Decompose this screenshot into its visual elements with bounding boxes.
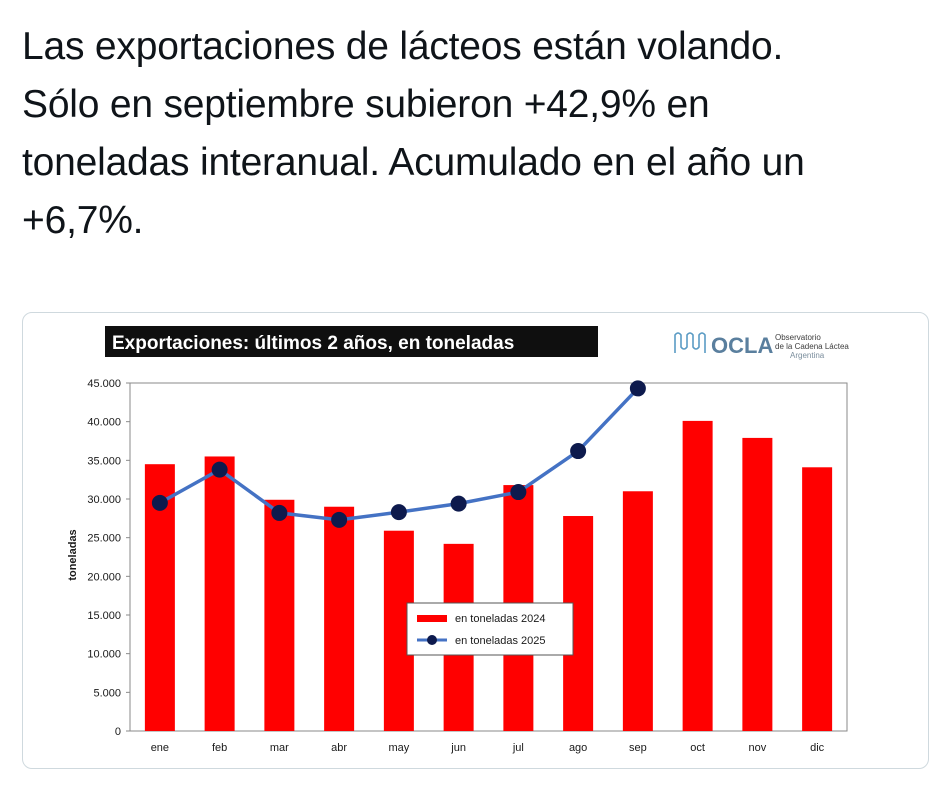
y-tick-label: 10.000	[87, 649, 121, 661]
point-2025-jul	[510, 484, 527, 501]
y-tick-label: 15.000	[87, 610, 121, 622]
bar-2024-oct	[682, 420, 713, 731]
y-tick-label: 20.000	[87, 571, 121, 583]
tweet-line: Las exportaciones de lácteos están volan…	[22, 25, 784, 68]
x-tick-label: ene	[151, 742, 169, 754]
x-tick-label: nov	[749, 742, 767, 754]
logo-line1: Observatorio	[775, 333, 821, 342]
legend: en toneladas 2024 en toneladas 2025	[406, 602, 574, 656]
y-tick-label: 30.000	[87, 494, 121, 506]
bar-2024-dic	[802, 467, 833, 731]
y-tick-label: 35.000	[87, 455, 121, 467]
ocla-logo: OCLA Observatorio de la Cadena Láctea Ar…	[674, 332, 849, 360]
bar-2024-abr	[324, 506, 355, 731]
logo-line3: Argentina	[790, 351, 825, 360]
tweet-line: +6,7%.	[22, 199, 144, 242]
legend-marker-2025	[427, 635, 437, 645]
y-tick-label: 5.000	[93, 687, 121, 699]
x-tick-label: dic	[810, 742, 825, 754]
bar-2024-sep	[622, 491, 653, 731]
wave-icon	[674, 332, 706, 353]
x-tick-label: jul	[512, 742, 524, 754]
plot-area	[129, 382, 848, 732]
x-tick-label: ago	[569, 742, 587, 754]
x-tick-label: feb	[212, 742, 227, 754]
legend-box	[406, 602, 574, 656]
bar-2024-feb	[204, 456, 235, 731]
tweet-line: toneladas interanual. Acumulado en el añ…	[22, 141, 805, 184]
point-2025-ago	[570, 443, 587, 460]
export-chart: Exportaciones: últimos 2 años, en tonela…	[67, 326, 849, 754]
x-tick-label: jun	[450, 742, 466, 754]
x-tick-label: oct	[690, 742, 705, 754]
x-tick-label: mar	[270, 742, 289, 754]
point-2025-abr	[331, 511, 348, 528]
bar-2024-mar	[264, 499, 295, 731]
legend-label-2025: en toneladas 2025	[455, 635, 546, 647]
x-tick-label: sep	[629, 742, 647, 754]
legend-swatch-2024	[417, 615, 447, 622]
y-tick-label: 0	[115, 726, 121, 738]
chart-title-box: Exportaciones: últimos 2 años, en tonela…	[105, 326, 598, 357]
y-axis-label: toneladas	[67, 529, 79, 580]
chart-image[interactable]: Exportaciones: últimos 2 años, en tonela…	[22, 312, 929, 769]
point-2025-jun	[450, 495, 467, 512]
bar-2024-nov	[742, 437, 773, 731]
x-tick-label: may	[388, 742, 409, 754]
point-2025-may	[390, 504, 407, 521]
legend-label-2024: en toneladas 2024	[455, 613, 546, 625]
point-2025-mar	[271, 504, 288, 521]
chart-title: Exportaciones: últimos 2 años, en tonela…	[112, 333, 514, 354]
point-2025-ene	[151, 494, 168, 511]
logo-line2: de la Cadena Láctea	[775, 342, 849, 351]
y-tick-label: 45.000	[87, 378, 121, 390]
y-tick-label: 25.000	[87, 533, 121, 545]
x-tick-label: abr	[331, 742, 347, 754]
y-tick-label: 40.000	[87, 417, 121, 429]
logo-name: OCLA	[711, 333, 773, 358]
point-2025-feb	[211, 461, 228, 478]
tweet-line: Sólo en septiembre subieron +42,9% en	[22, 83, 710, 126]
tweet-text: Las exportaciones de lácteos están volan…	[22, 18, 927, 250]
point-2025-sep	[629, 380, 646, 397]
